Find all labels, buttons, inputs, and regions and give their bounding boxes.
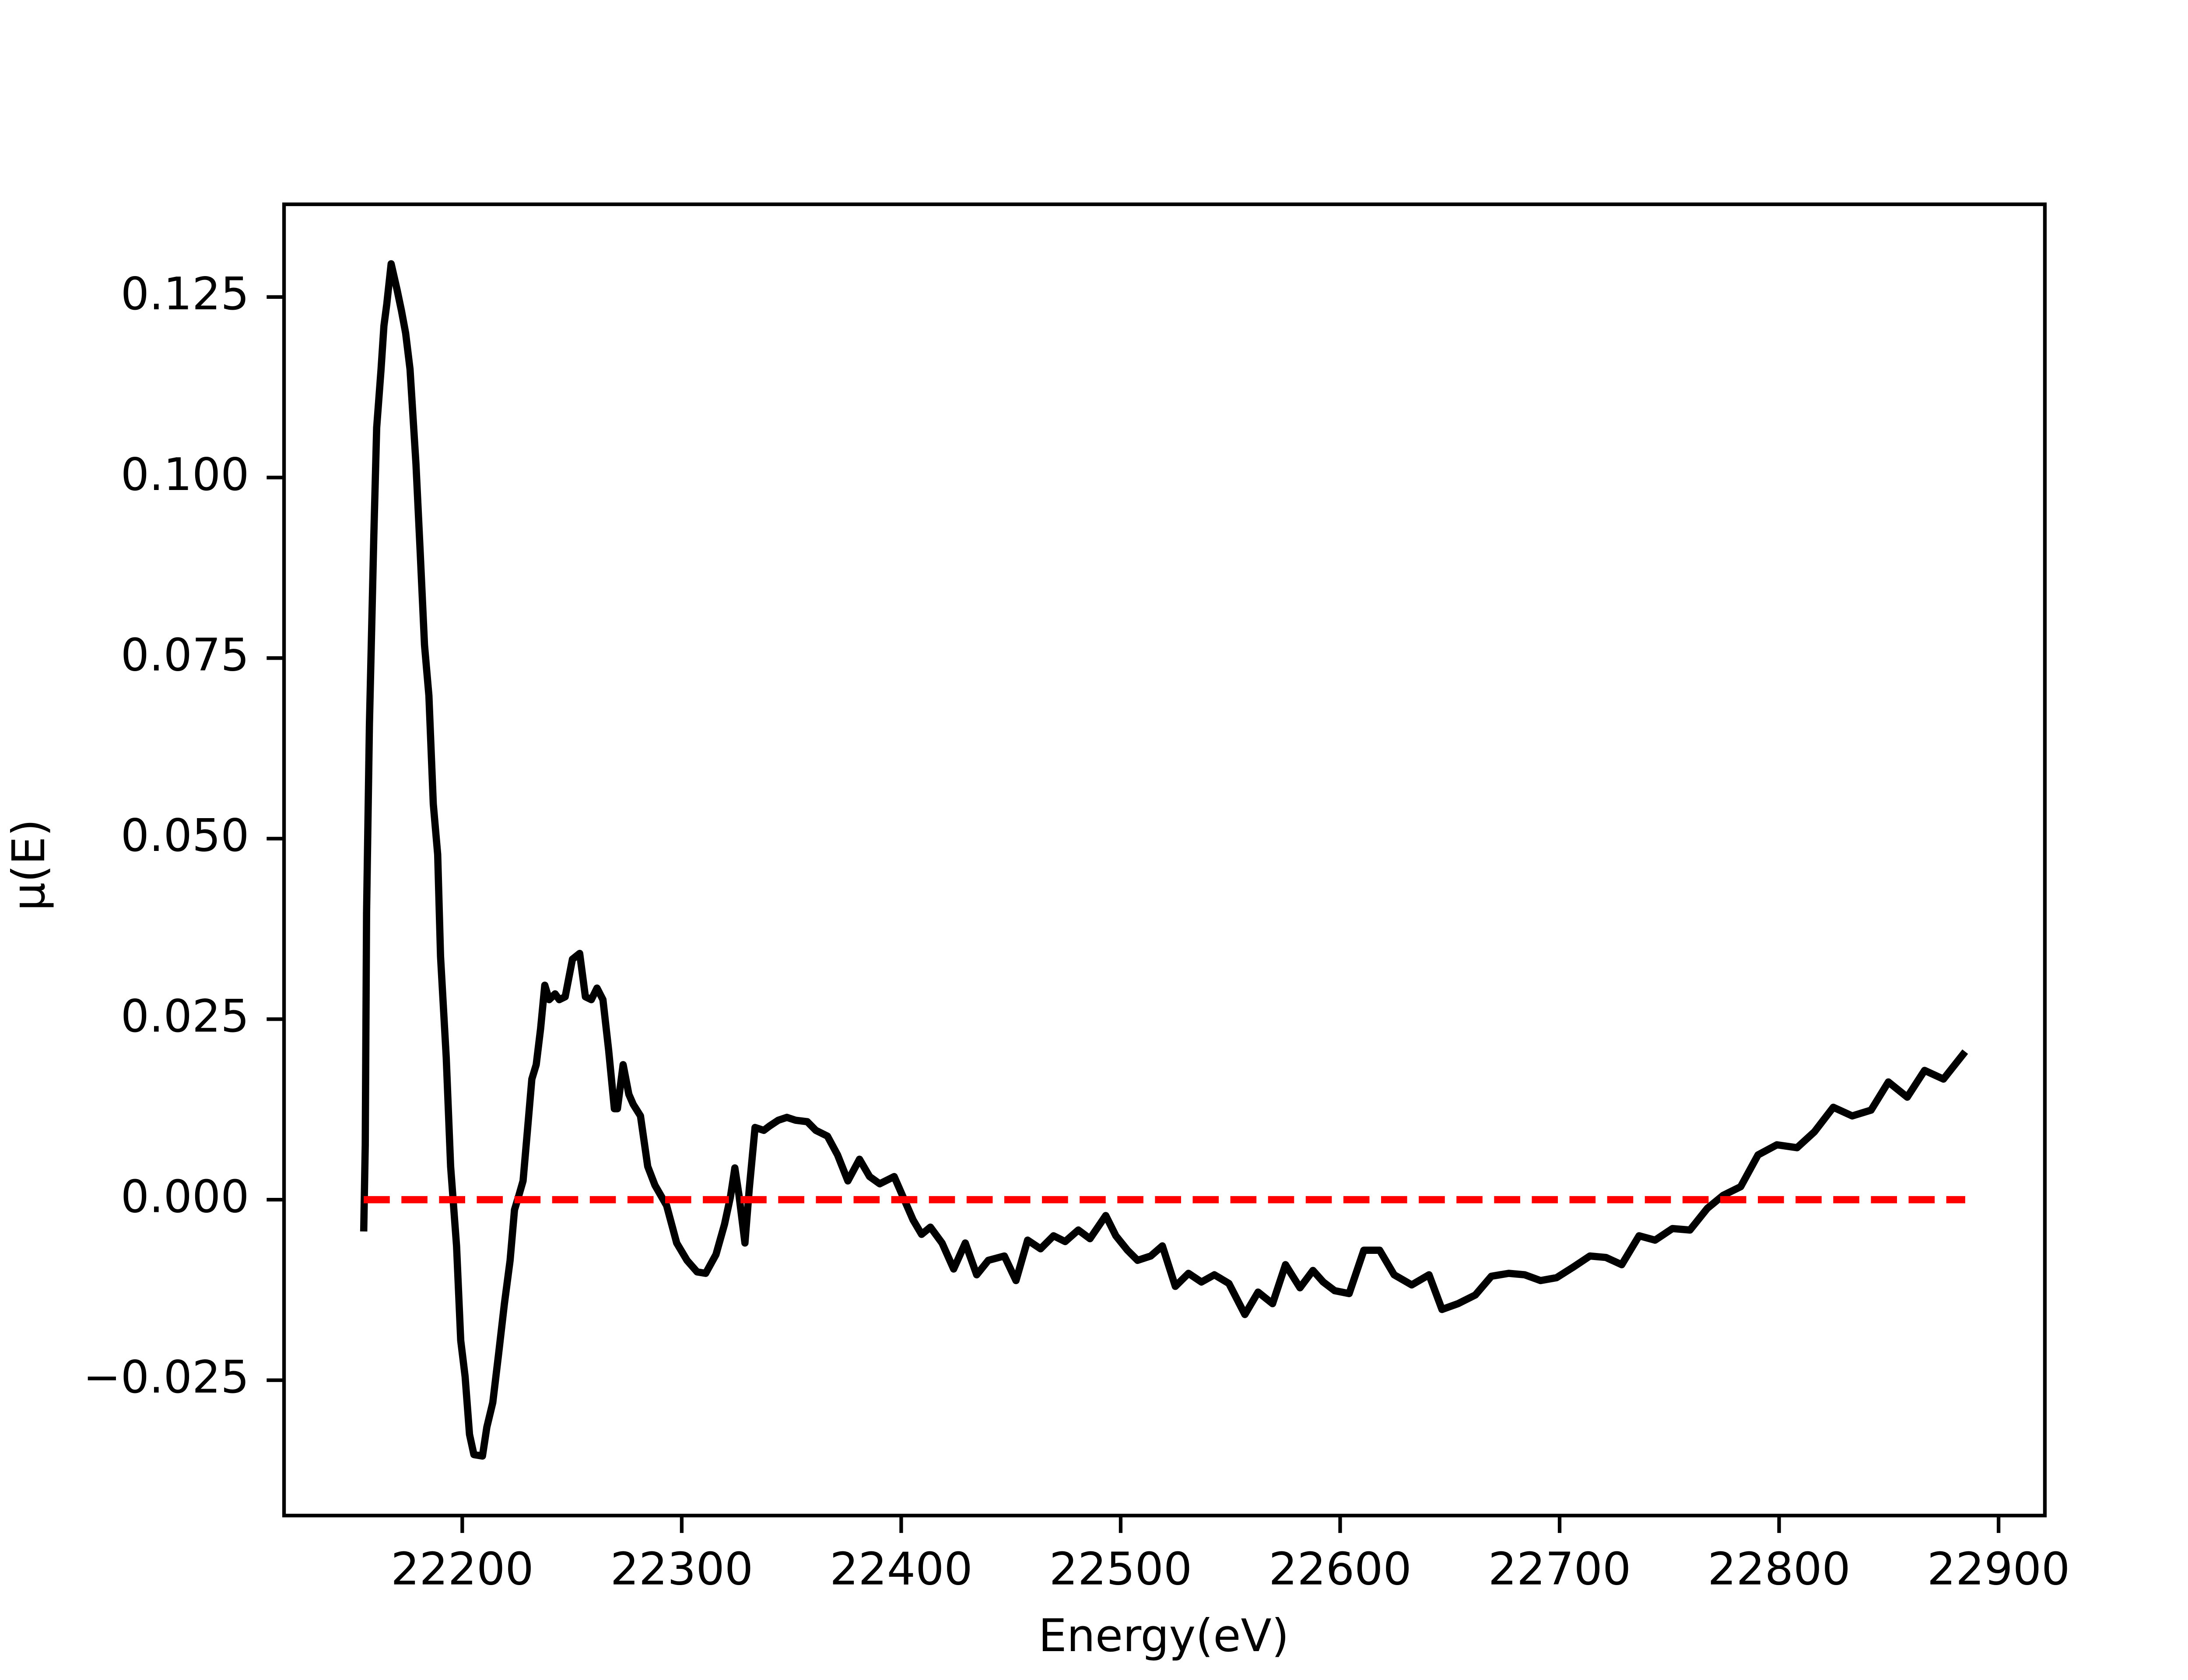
y-tick-label: −0.025	[83, 1351, 249, 1404]
x-tick-label: 22700	[1488, 1544, 1631, 1596]
y-tick-label: 0.050	[121, 810, 249, 862]
x-tick-label: 22400	[830, 1544, 973, 1596]
y-tick-label: 0.000	[121, 1171, 249, 1223]
x-tick-label: 22600	[1269, 1544, 1412, 1596]
y-tick-label: 0.125	[121, 268, 249, 320]
x-tick-label: 22900	[1927, 1544, 2070, 1596]
x-tick-label: 22800	[1708, 1544, 1851, 1596]
x-tick-label: 22300	[610, 1544, 754, 1596]
plot-frame	[282, 202, 2047, 1518]
x-tick-label: 22200	[391, 1544, 534, 1596]
x-tick-label: 22500	[1049, 1544, 1192, 1596]
y-axis-label: μ(E)	[3, 819, 55, 911]
y-tick-label: 0.025	[121, 990, 249, 1043]
y-tick-label: 0.075	[121, 630, 249, 682]
data-line	[360, 260, 1968, 1460]
x-axis-label: Energy(eV)	[1038, 1610, 1289, 1662]
y-tick-label: 0.100	[121, 449, 249, 501]
